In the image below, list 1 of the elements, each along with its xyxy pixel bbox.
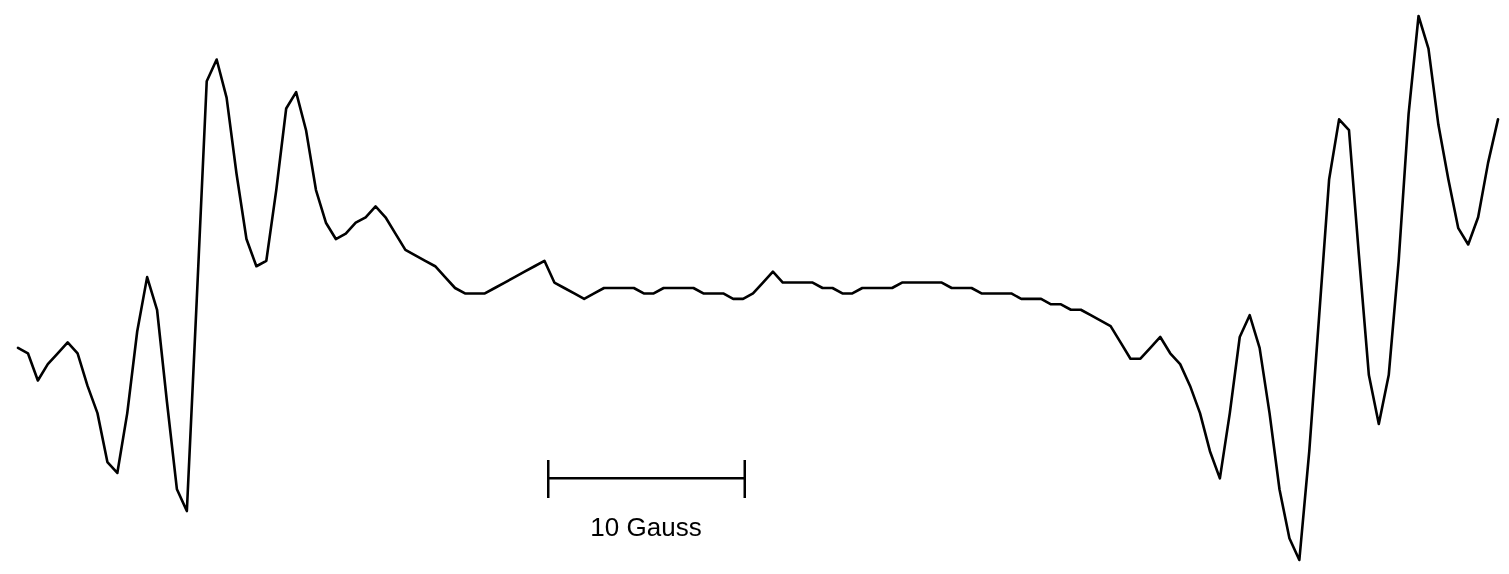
annotation: 10 Gauss bbox=[590, 512, 702, 542]
